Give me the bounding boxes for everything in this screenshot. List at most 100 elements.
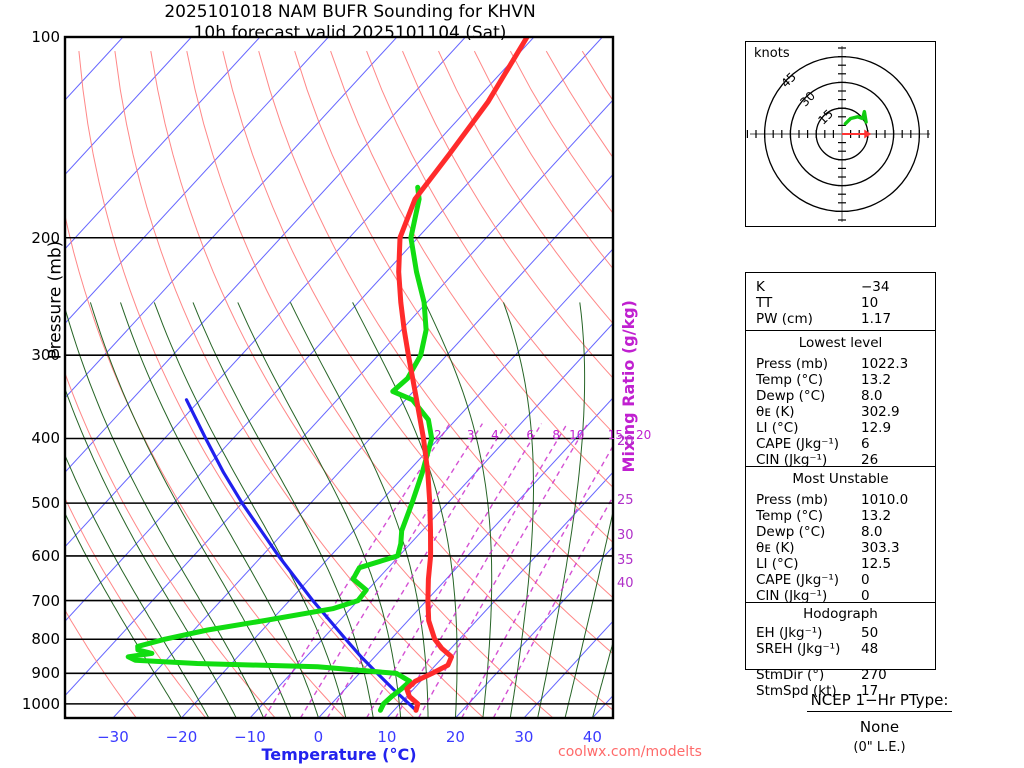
stat-key: StmSpd (kt) bbox=[756, 683, 837, 699]
stat-value: 270 bbox=[861, 667, 887, 683]
stat-key: θᴇ (K) bbox=[756, 404, 795, 420]
mixing-ratio-top-label: 10 bbox=[569, 428, 585, 443]
mixing-ratio-top-label: 6 bbox=[526, 428, 535, 443]
mixing-ratio-side-label: 35 bbox=[617, 552, 634, 568]
stat-row: θᴇ (K) 303.3 bbox=[746, 540, 935, 556]
stat-row: Dewp (°C) 8.0 bbox=[746, 388, 935, 404]
temperature-tick: 30 bbox=[514, 728, 534, 746]
stat-row: θᴇ (K) 302.9 bbox=[746, 404, 935, 420]
stat-key: PW (cm) bbox=[756, 311, 813, 327]
mixing-ratio-tick-labels: 2 3 4 6 8 10 15 20 20 25 30 35 40 bbox=[434, 428, 651, 590]
lowest-level-section: Lowest level Press (mb) 1022.3 Temp (°C) 1… bbox=[746, 334, 935, 468]
stat-value: 10 bbox=[861, 295, 879, 311]
pressure-tick: 700 bbox=[31, 591, 60, 610]
hodograph-units-label: knots bbox=[754, 46, 790, 61]
pressure-tick: 200 bbox=[31, 228, 60, 247]
stat-row-spacer bbox=[746, 657, 935, 667]
stat-key: LI (°C) bbox=[756, 556, 799, 572]
stat-key: CAPE (Jkg⁻¹) bbox=[756, 436, 840, 452]
mixing-ratio-side-label: 25 bbox=[617, 493, 634, 509]
stat-value: 13.2 bbox=[861, 372, 892, 388]
skewt-diagram bbox=[63, 35, 615, 720]
most-unstable-section: Most Unstable Press (mb) 1010.0 Temp (°C)… bbox=[746, 470, 935, 604]
title-line-1: 2025101018 NAM BUFR Sounding for KHVN bbox=[164, 2, 536, 22]
pressure-tick: 500 bbox=[31, 494, 60, 513]
stat-row: LI (°C) 12.9 bbox=[746, 420, 935, 436]
stat-value: 12.9 bbox=[861, 420, 892, 436]
ptype-value: None bbox=[859, 718, 900, 736]
hodograph-box: knots 15 30 45 bbox=[745, 41, 936, 227]
stat-key: Press (mb) bbox=[756, 356, 829, 372]
most-unstable-heading: Most Unstable bbox=[792, 471, 889, 487]
stat-key: TT bbox=[756, 295, 773, 311]
stat-value: 8.0 bbox=[861, 388, 883, 404]
stat-value: 1022.3 bbox=[861, 356, 909, 372]
stat-key: EH (Jkg⁻¹) bbox=[756, 625, 823, 641]
stat-key: Dewp (°C) bbox=[756, 524, 826, 540]
stat-value: 303.3 bbox=[861, 540, 900, 556]
stat-key: CAPE (Jkg⁻¹) bbox=[756, 572, 840, 588]
hodograph-stats-section: Hodograph EH (Jkg⁻¹) 50 SREH (Jkg⁻¹) 48 St… bbox=[746, 605, 935, 699]
stat-row: Temp (°C) 13.2 bbox=[746, 372, 935, 388]
stat-value: 26 bbox=[861, 452, 879, 468]
temperature-tick: 40 bbox=[582, 728, 602, 746]
temperature-tick: −10 bbox=[234, 728, 266, 746]
section-divider bbox=[746, 602, 935, 603]
temperature-axis-label: Temperature (°C) bbox=[261, 745, 417, 764]
stat-key: θᴇ (K) bbox=[756, 540, 795, 556]
stat-key: LI (°C) bbox=[756, 420, 799, 436]
temperature-tick-labels: −30 −20 −10 0 10 20 30 40 bbox=[0, 726, 660, 750]
stat-row: CIN (Jkg⁻¹) 0 bbox=[746, 588, 935, 604]
stat-key: StmDir (°) bbox=[756, 667, 825, 683]
stat-key: Dewp (°C) bbox=[756, 388, 826, 404]
pressure-tick: 800 bbox=[31, 630, 60, 649]
skewt-panel: Pressure (mb) 100 200 300 400 500 600 700 800 90… bbox=[0, 0, 702, 768]
ptype-header: NCEP 1−Hr PType: bbox=[806, 691, 953, 712]
stat-row: SREH (Jkg⁻¹) 48 bbox=[746, 641, 935, 657]
ptype-block: NCEP 1−Hr PType: None (0" L.E.) bbox=[735, 690, 1024, 755]
stat-row: EH (Jkg⁻¹) 50 bbox=[746, 625, 935, 641]
stat-row: Press (mb) 1010.0 bbox=[746, 492, 935, 508]
hodograph-stats-heading: Hodograph bbox=[803, 606, 878, 622]
pressure-tick: 100 bbox=[31, 28, 60, 46]
stat-key: Press (mb) bbox=[756, 492, 829, 508]
stat-row: StmDir (°) 270 bbox=[746, 667, 935, 683]
mixing-ratio-side-label: 30 bbox=[617, 527, 634, 543]
section-divider bbox=[746, 330, 935, 331]
hodograph-plot bbox=[746, 46, 930, 222]
mixing-ratio-top-label: 8 bbox=[552, 428, 560, 443]
stat-row: Press (mb) 1022.3 bbox=[746, 356, 935, 372]
stat-value: 13.2 bbox=[861, 508, 892, 524]
stat-row: LI (°C) 12.5 bbox=[746, 556, 935, 572]
pressure-tick: 400 bbox=[31, 429, 60, 448]
stat-value: 302.9 bbox=[861, 404, 900, 420]
stat-value: 17 bbox=[861, 683, 879, 699]
stat-key: CIN (Jkg⁻¹) bbox=[756, 452, 828, 468]
stat-row: CAPE (Jkg⁻¹) 0 bbox=[746, 572, 935, 588]
pressure-tick-labels: 100 200 300 400 500 600 700 800 900 1000 bbox=[0, 0, 60, 768]
watermark: coolwx.com/modelts bbox=[558, 744, 702, 760]
stat-value: −34 bbox=[861, 279, 890, 295]
section-divider bbox=[746, 466, 935, 467]
stat-row: PW (cm) 1.17 bbox=[746, 311, 935, 327]
stat-value: 1.17 bbox=[861, 311, 892, 327]
pressure-tick: 1000 bbox=[21, 694, 60, 713]
mixing-ratio-top-label: 3 bbox=[466, 428, 475, 443]
stat-key: CIN (Jkg⁻¹) bbox=[756, 588, 828, 604]
hodograph-ring-label: 15 bbox=[815, 106, 836, 128]
stat-value: 6 bbox=[861, 436, 870, 452]
pressure-tick: 600 bbox=[31, 546, 60, 565]
hodograph-ring-label: 45 bbox=[778, 69, 800, 91]
stat-row: StmSpd (kt) 17 bbox=[746, 683, 935, 699]
stat-key: Temp (°C) bbox=[756, 372, 823, 388]
mixing-ratio-top-label: 4 bbox=[491, 428, 499, 443]
stat-row: CIN (Jkg⁻¹) 26 bbox=[746, 452, 935, 468]
temperature-tick: 0 bbox=[313, 728, 324, 746]
stats-box: K −34 TT 10 PW (cm) 1.17 Lowest level Pr… bbox=[745, 272, 936, 699]
lowest-level-heading: Lowest level bbox=[798, 335, 883, 351]
temperature-tick: 10 bbox=[377, 728, 397, 746]
stat-row: Temp (°C) 13.2 bbox=[746, 508, 935, 524]
stat-value: 0 bbox=[861, 588, 870, 604]
stat-row: Dewp (°C) 8.0 bbox=[746, 524, 935, 540]
hodograph-ring-labels: 15 30 45 bbox=[746, 42, 934, 225]
